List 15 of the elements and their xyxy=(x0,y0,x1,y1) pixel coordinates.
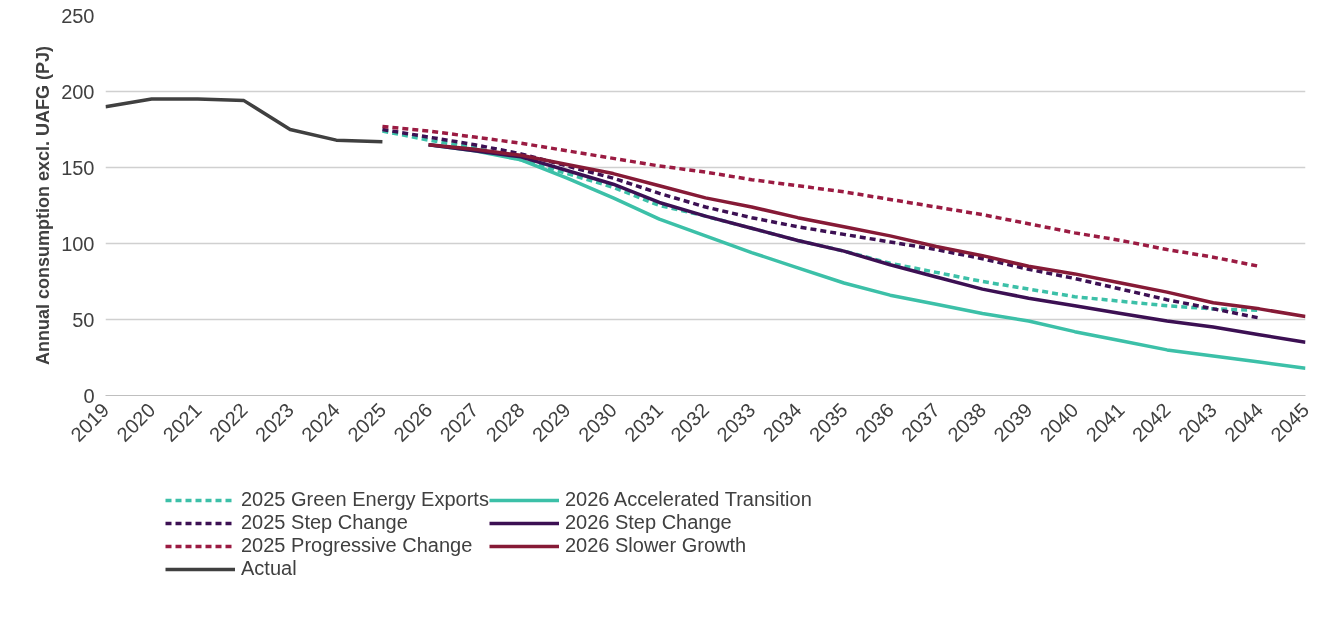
legend-label: 2025 Step Change xyxy=(241,511,408,534)
legend-label: 2026 Slower Growth xyxy=(564,534,747,557)
y-tick-label: 150 xyxy=(61,156,95,179)
legend-label: 2026 Step Change xyxy=(564,511,732,534)
y-tick-label: 100 xyxy=(61,232,95,255)
y-tick-label: 50 xyxy=(72,308,95,331)
legend-label: Actual xyxy=(241,557,297,580)
line-series xyxy=(105,97,385,144)
y-tick-label: 250 xyxy=(61,4,95,27)
legend-label: 2025 Green Energy Exports xyxy=(241,488,489,511)
legend-label: 2026 Accelerated Transition xyxy=(564,488,812,511)
y-axis-title: Annual consumption excl. UAFG (PJ) xyxy=(33,45,54,366)
y-tick-label: 200 xyxy=(61,80,95,103)
y-tick-label: 0 xyxy=(83,384,95,407)
legend-label: 2025 Progressive Change xyxy=(241,534,473,557)
